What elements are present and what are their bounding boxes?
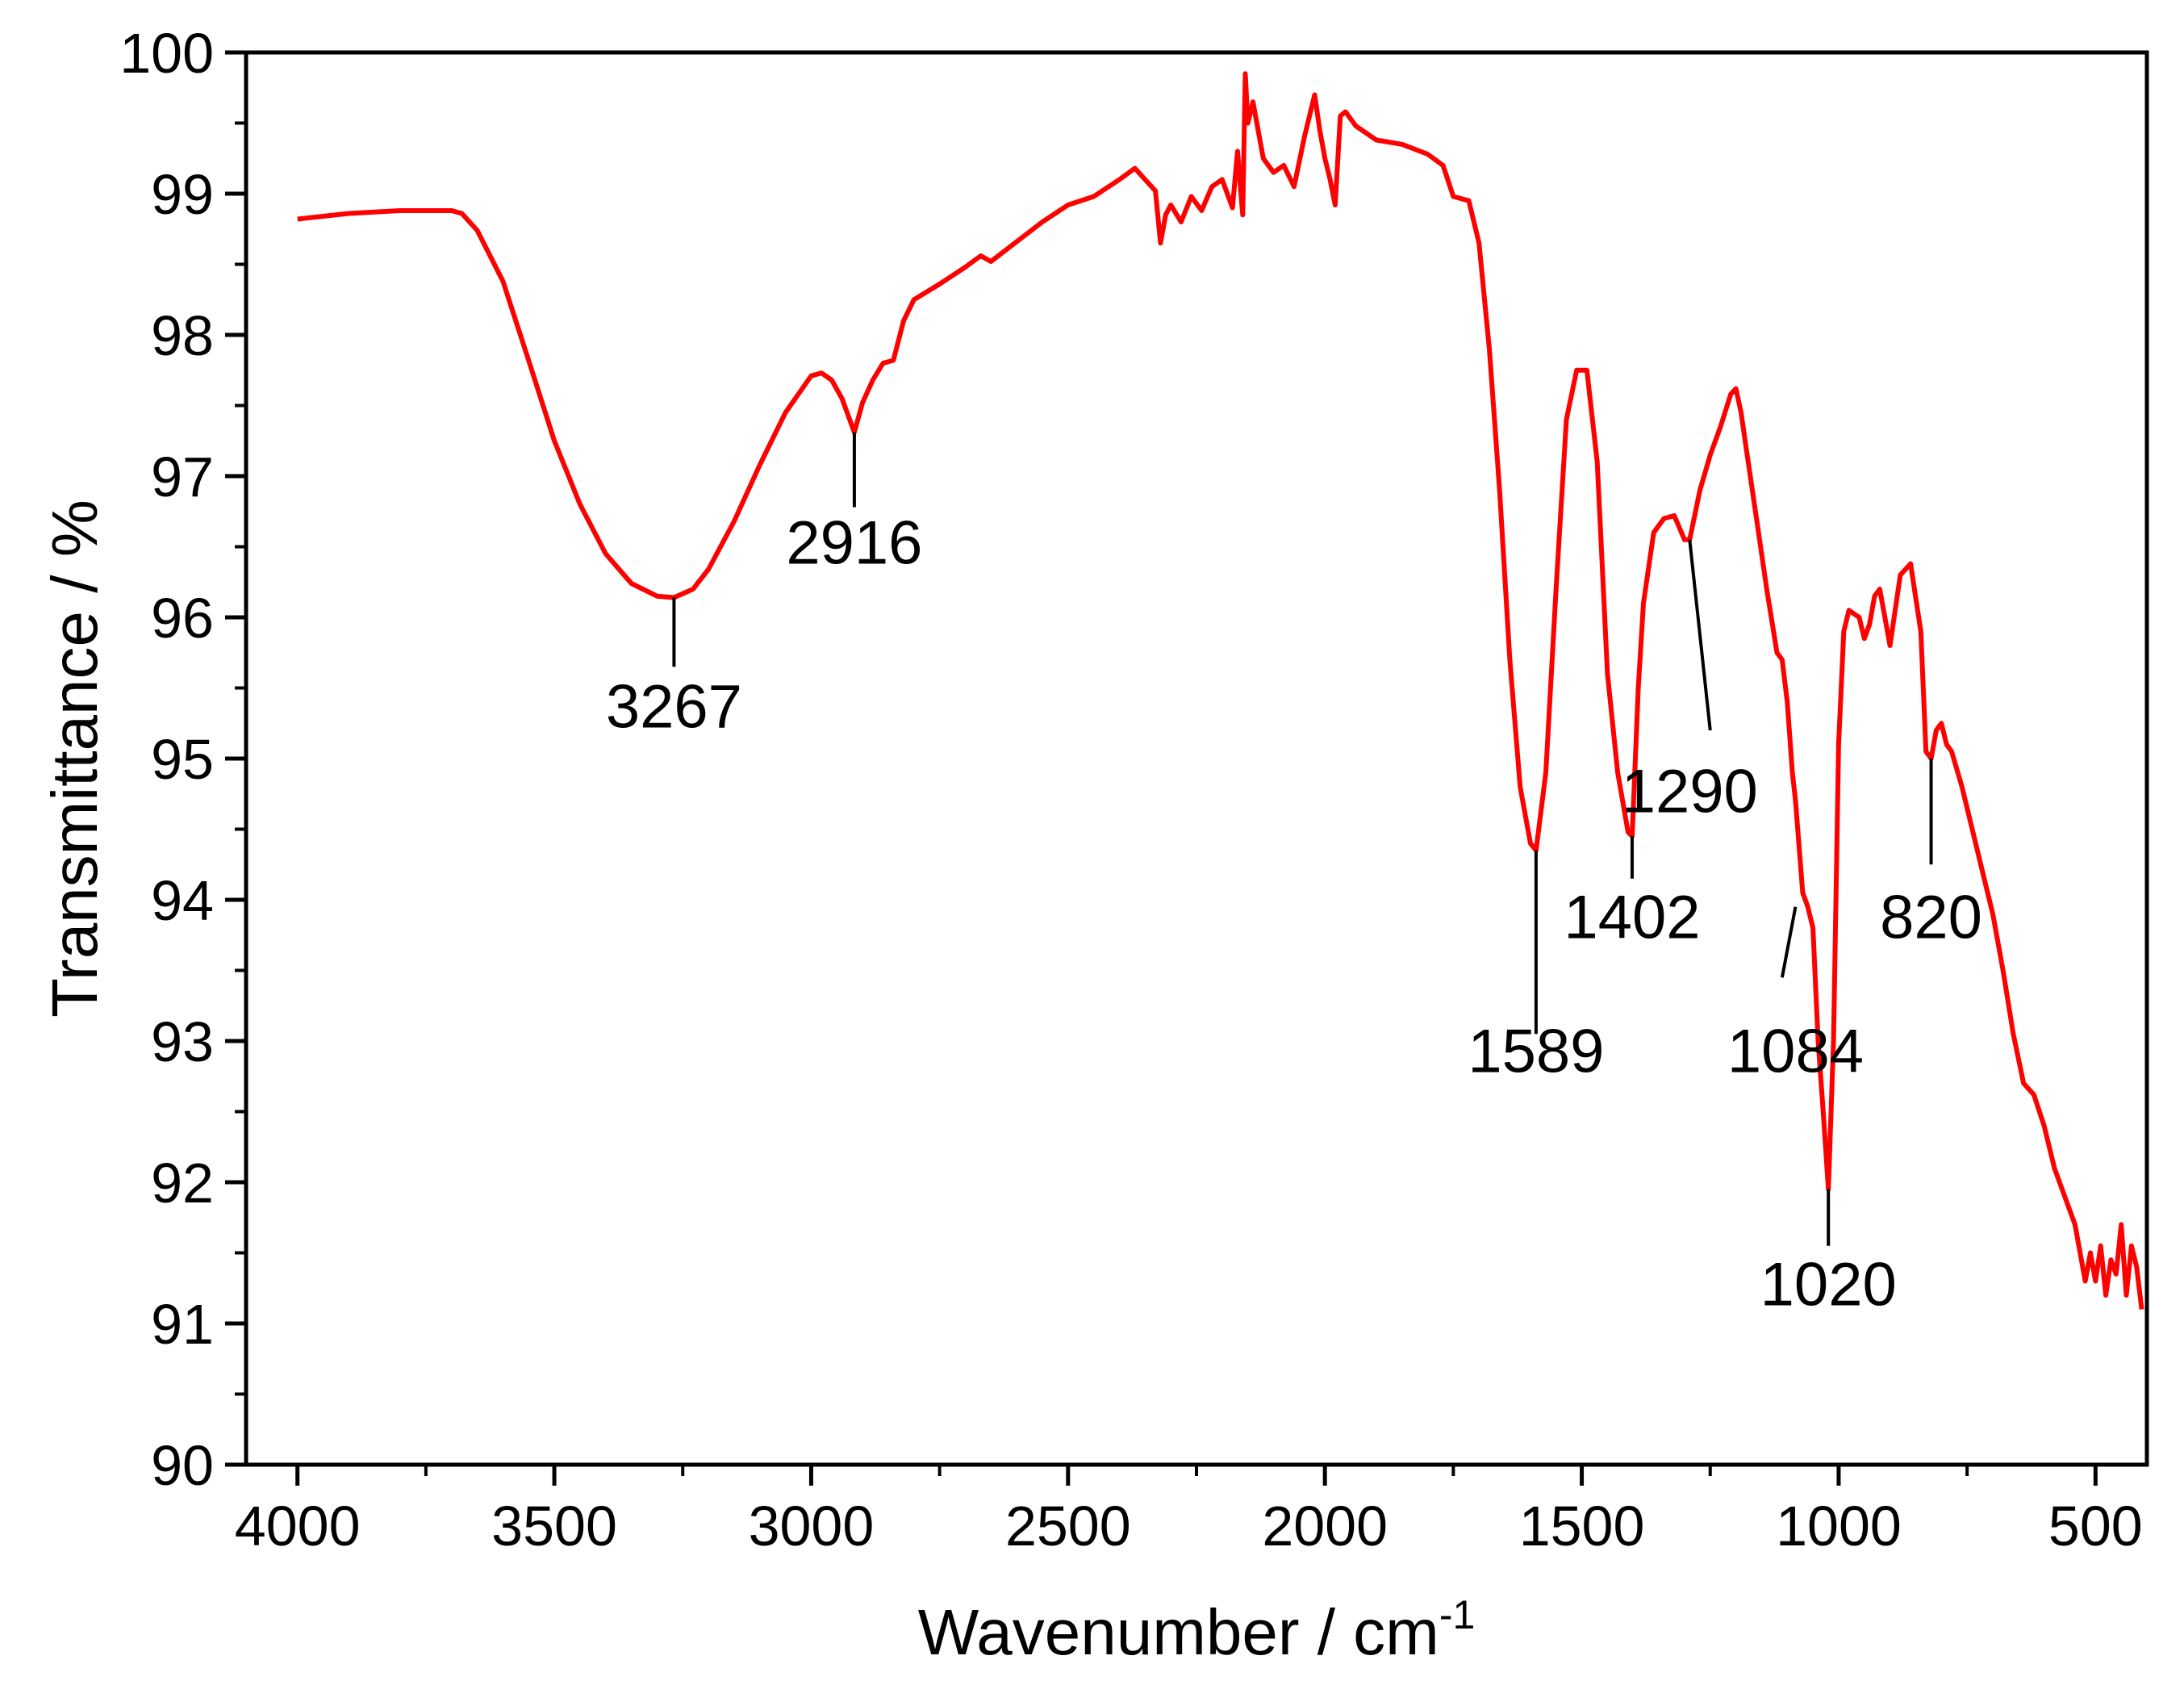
- y-tick-label: 90: [151, 1434, 214, 1497]
- y-tick-label: 99: [151, 163, 214, 226]
- y-tick-label: 94: [151, 869, 214, 932]
- y-tick-label: 91: [151, 1293, 214, 1356]
- peak-label: 1589: [1468, 1018, 1604, 1086]
- peak-label: 1084: [1727, 1018, 1864, 1086]
- peak-label: 1020: [1760, 1250, 1897, 1319]
- x-tick-label: 2500: [1005, 1495, 1131, 1557]
- peak-label: 820: [1880, 883, 1982, 951]
- y-tick-label: 95: [151, 728, 214, 791]
- x-tick-label: 4000: [235, 1495, 361, 1557]
- peak-leader-line: [1780, 906, 1798, 978]
- peak-label: 3267: [606, 673, 742, 742]
- x-tick-label: 1000: [1776, 1495, 1902, 1557]
- y-tick-label: 97: [151, 445, 214, 508]
- x-tick-label: 3500: [491, 1495, 617, 1557]
- x-axis-title: Wavenumber / cm-1: [918, 1592, 1476, 1668]
- x-tick-label: 1500: [1519, 1495, 1645, 1557]
- peak-leader-line: [1688, 539, 1712, 731]
- x-tick-label: 2000: [1262, 1495, 1388, 1557]
- series-line: [297, 71, 2144, 1310]
- x-axis-title-superscript: -1: [1439, 1592, 1475, 1637]
- x-axis-ticks: 4000 3500 3000 2500 2000 1500 1000 500: [235, 1465, 2143, 1557]
- x-tick-label: 500: [2048, 1495, 2143, 1557]
- x-tick-label: 3000: [749, 1495, 875, 1557]
- peak-label: 2916: [786, 509, 922, 578]
- peak-label: 1402: [1564, 883, 1700, 951]
- y-tick-label: 100: [119, 22, 214, 85]
- y-tick-label: 96: [151, 587, 214, 650]
- y-axis-title: Transmittance / %: [39, 500, 111, 1018]
- y-axis-ticks: 90 91 92 93 94 95 96 97 98 99 100: [119, 22, 246, 1497]
- y-tick-label: 92: [151, 1152, 214, 1215]
- peak-annotations: 3267 2916 1589 1402 1290 1084 1020 820: [606, 432, 1982, 1319]
- y-tick-label: 98: [151, 304, 214, 367]
- peak-label: 1290: [1622, 758, 1758, 826]
- y-tick-label: 93: [151, 1010, 214, 1073]
